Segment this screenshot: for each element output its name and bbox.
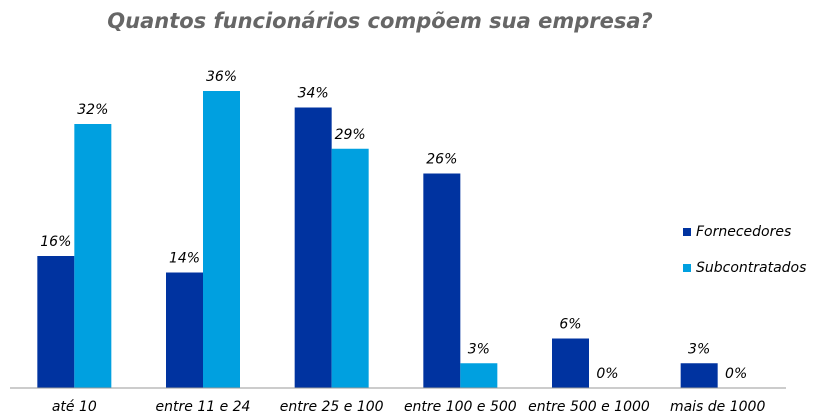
value-label: 6% bbox=[559, 317, 581, 333]
value-label: 29% bbox=[335, 127, 366, 143]
x-tick-label: entre 500 e 1000 bbox=[528, 399, 650, 415]
value-label: 16% bbox=[40, 234, 71, 250]
bar bbox=[203, 91, 240, 388]
legend-swatch bbox=[683, 228, 691, 236]
chart-title: Quantos funcionários compõem sua empresa… bbox=[107, 9, 652, 33]
bar bbox=[552, 338, 589, 388]
x-tick-label: entre 25 e 100 bbox=[280, 399, 384, 415]
value-label: 0% bbox=[725, 366, 747, 382]
x-tick-label: entre 100 e 500 bbox=[404, 399, 517, 415]
value-label: 14% bbox=[169, 251, 200, 267]
value-label: 3% bbox=[468, 341, 490, 357]
value-label: 3% bbox=[688, 341, 710, 357]
x-tick-label: até 10 bbox=[52, 399, 97, 415]
x-tick-label: entre 11 e 24 bbox=[156, 399, 251, 415]
bar bbox=[680, 363, 718, 388]
bar bbox=[74, 124, 112, 388]
bar bbox=[166, 272, 203, 388]
bar bbox=[423, 173, 461, 388]
value-label: 32% bbox=[77, 102, 108, 118]
x-tick-label: mais de 1000 bbox=[670, 399, 766, 415]
legend-swatch bbox=[683, 264, 691, 272]
value-label: 34% bbox=[298, 86, 329, 102]
value-label: 36% bbox=[206, 69, 237, 85]
value-label: 0% bbox=[596, 366, 618, 382]
bar bbox=[460, 363, 498, 388]
legend-label: Fornecedores bbox=[696, 224, 791, 240]
value-label: 26% bbox=[426, 152, 457, 168]
bar bbox=[331, 148, 369, 388]
bar bbox=[294, 107, 332, 388]
legend-label: Subcontratados bbox=[696, 260, 806, 276]
bar bbox=[37, 256, 75, 388]
